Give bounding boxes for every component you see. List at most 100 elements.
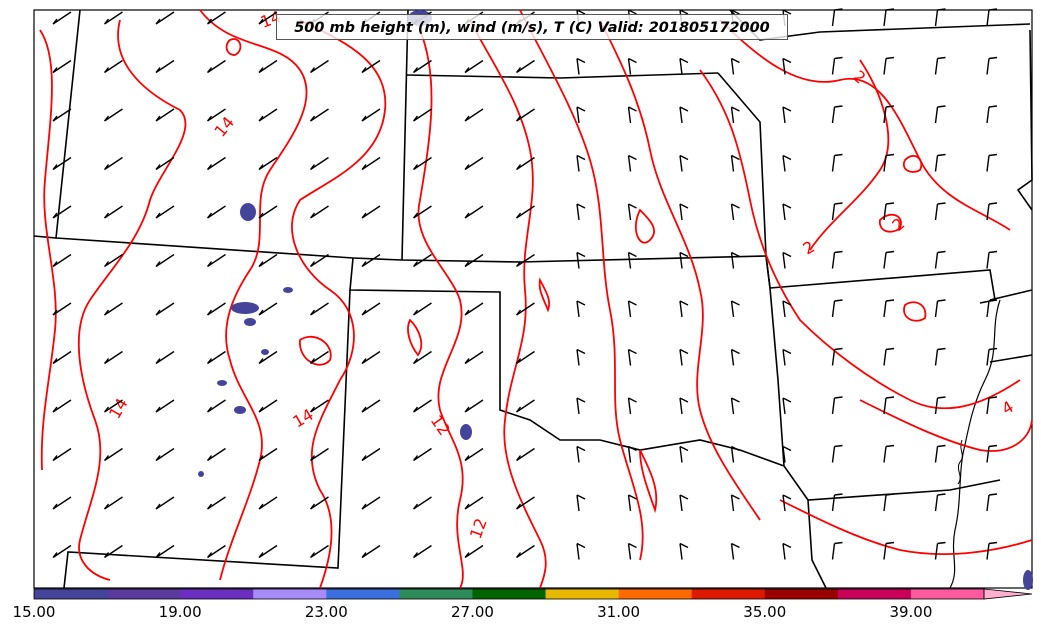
wind-barb-icon <box>679 348 689 366</box>
wind-barb-icon <box>782 542 792 560</box>
wind-barb-icon <box>679 300 689 318</box>
wind-barb-icon <box>309 350 329 365</box>
colorbar-swatch <box>326 589 400 599</box>
wind-barb-icon <box>412 447 432 462</box>
wind-barb-icon <box>934 347 946 366</box>
wind-barb-icon <box>412 253 432 268</box>
wind-barb-icon <box>309 544 329 559</box>
wind-barb-icon <box>412 156 432 171</box>
wind-barb-icon <box>309 205 329 219</box>
wind-barb-icon <box>515 205 535 219</box>
wind-barb-icon <box>515 253 535 268</box>
wind-barb-icon <box>412 108 432 122</box>
wind-barb-icon <box>52 544 72 559</box>
wind-barb-icon <box>986 444 998 463</box>
wind-barb-icon <box>258 11 278 25</box>
wind-barb-icon <box>103 156 123 171</box>
wind-barb-icon <box>627 542 637 560</box>
wind-barb-icon <box>103 399 123 413</box>
wind-barb-icon <box>934 8 946 27</box>
colorbar-swatch <box>107 589 181 599</box>
wind-barb-icon <box>464 253 484 268</box>
colorbar-swatch <box>618 589 693 599</box>
wind-barb-icon <box>361 302 381 316</box>
wind-barb-icon <box>576 348 586 366</box>
wind-barb-icon <box>934 493 946 512</box>
wind-barb-icon <box>258 544 278 559</box>
wind-barb-icon <box>831 541 843 560</box>
wind-barb-icon <box>883 493 895 512</box>
wind-barb-icon <box>155 544 175 559</box>
wind-barb-icon <box>361 156 381 171</box>
wind-barb-icon <box>412 544 432 559</box>
wind-barb-icon <box>679 106 689 124</box>
wind-barb-icon <box>679 154 689 172</box>
colorbar-tick-label: 39.00 <box>889 603 933 621</box>
wind-barb-icon <box>782 300 792 318</box>
wind-barbs <box>52 8 998 560</box>
wind-barb-icon <box>782 251 792 269</box>
wind-barb-icon <box>883 202 895 221</box>
wind-barb-icon <box>679 203 689 221</box>
wind-barb-icon <box>155 11 175 25</box>
wind-barb-icon <box>730 106 740 124</box>
wind-barb-icon <box>883 541 895 560</box>
wind-barb-icon <box>52 253 72 268</box>
wind-barb-icon <box>52 447 72 462</box>
wind-barb-icon <box>986 493 998 512</box>
map-frame <box>33 9 1033 589</box>
wind-barb-icon <box>52 205 72 219</box>
wind-barb-icon <box>464 447 484 462</box>
wind-barb-icon <box>155 59 175 74</box>
wind-barb-icon <box>103 350 123 365</box>
wind-barb-icon <box>934 444 946 463</box>
wind-barb-icon <box>361 447 381 462</box>
wind-barb-icon <box>464 350 484 365</box>
wind-barb-icon <box>412 496 432 510</box>
wind-barb-icon <box>155 156 175 171</box>
wind-barb-icon <box>309 108 329 122</box>
wind-barb-icon <box>934 396 946 415</box>
wind-barb-icon <box>515 399 535 413</box>
wind-barb-icon <box>103 108 123 122</box>
wind-barb-icon <box>361 544 381 559</box>
wind-barb-icon <box>730 494 740 512</box>
wind-barb-icon <box>679 494 689 512</box>
wind-barb-icon <box>52 156 72 171</box>
wind-barb-icon <box>412 59 432 74</box>
wind-barb-icon <box>52 350 72 365</box>
wind-barb-icon <box>730 203 740 221</box>
wind-barb-icon <box>464 156 484 171</box>
wind-barb-icon <box>986 8 998 27</box>
wind-barb-icon <box>206 11 226 25</box>
wind-barb-icon <box>576 203 586 221</box>
wind-barb-icon <box>934 105 946 124</box>
map-title: 500 mb height (m), wind (m/s), T (C) Val… <box>276 14 788 40</box>
wind-barb-icon <box>464 108 484 122</box>
wind-barb-icon <box>258 59 278 74</box>
wind-barb-icon <box>258 205 278 219</box>
wind-barb-icon <box>934 202 946 221</box>
colorbar-swatch <box>764 589 839 599</box>
wind-barb-icon <box>515 350 535 365</box>
wind-barb-icon <box>934 299 946 318</box>
wind-barb-icon <box>782 348 792 366</box>
colorbar-tick-label: 27.00 <box>450 603 494 621</box>
wind-barb-icon <box>986 250 998 269</box>
wind-barb-icon <box>515 108 535 122</box>
wind-barb-icon <box>309 496 329 510</box>
wind-barb-icon <box>934 250 946 269</box>
wind-barb-icon <box>52 496 72 510</box>
colorbar-swatch <box>910 589 985 599</box>
wind-barb-icon <box>782 397 792 415</box>
wind-barb-icon <box>361 205 381 219</box>
wind-barb-icon <box>258 253 278 268</box>
wind-barb-icon <box>103 253 123 268</box>
wind-barb-icon <box>831 444 843 463</box>
colorbar-swatch <box>837 589 912 599</box>
wind-barb-icon <box>103 447 123 462</box>
wind-barb-icon <box>986 299 998 318</box>
colorbar-tick-label: 31.00 <box>597 603 641 621</box>
colorbar-swatch <box>253 589 327 599</box>
wind-barb-icon <box>52 59 72 74</box>
